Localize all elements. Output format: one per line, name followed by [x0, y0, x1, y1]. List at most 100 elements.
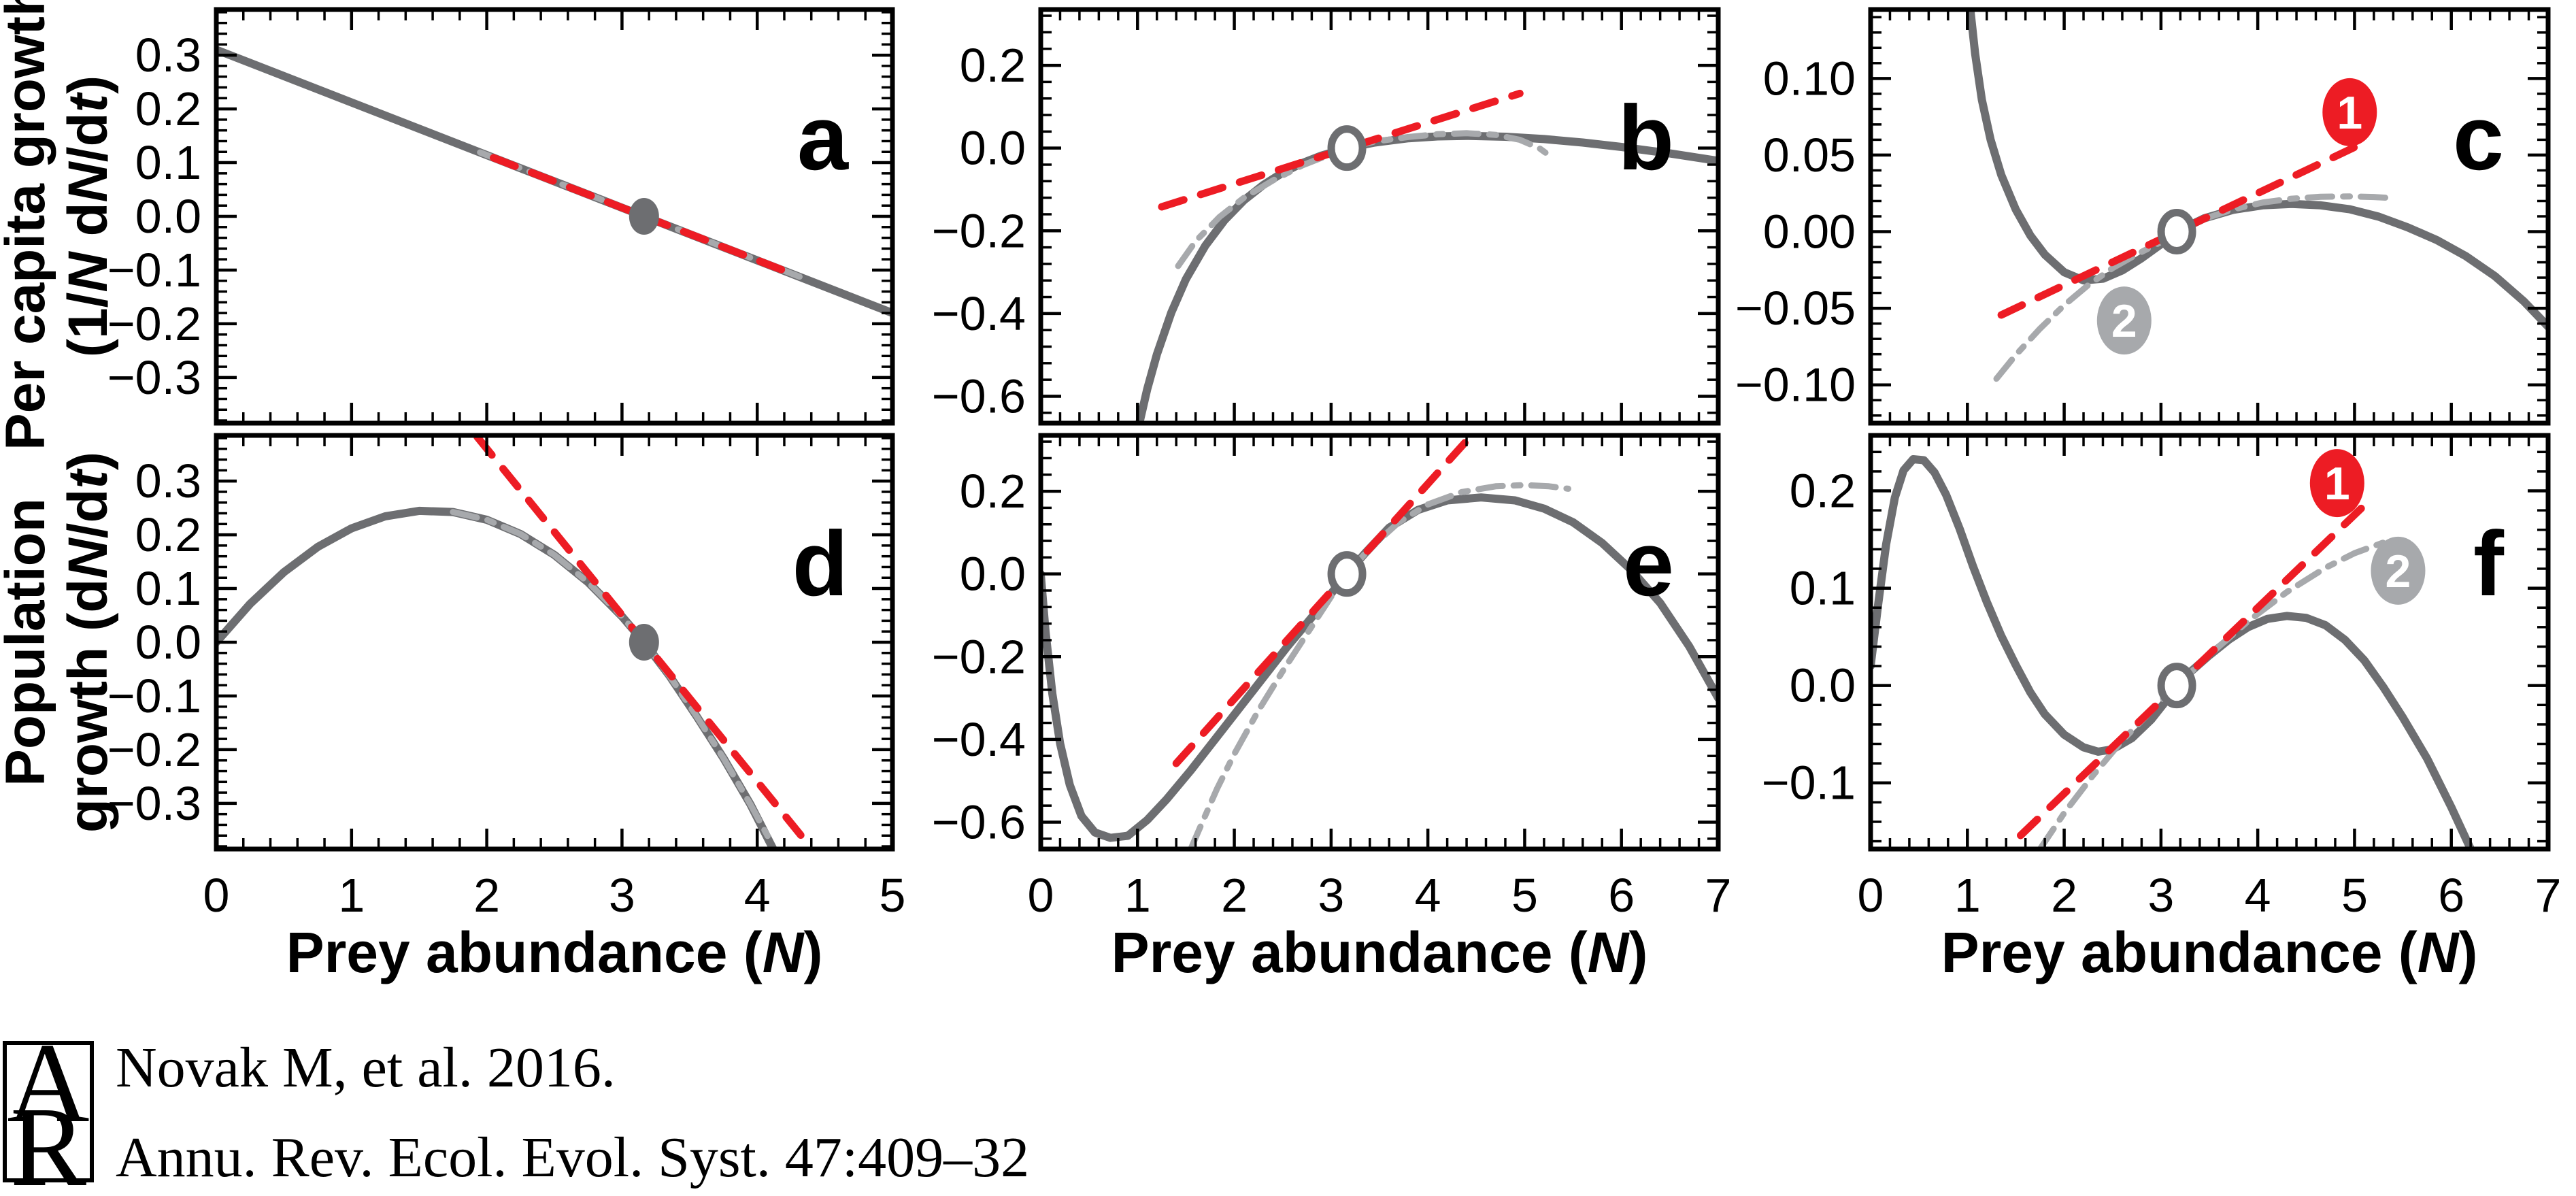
plots-canvas: 0.30.20.10.0−0.1−0.2−0.3a0.20.0−0.2−0.4−…	[107, 7, 2562, 922]
panel-letter-b: b	[1618, 86, 1674, 189]
x-tick-label: 1	[1954, 869, 1981, 922]
equilibrium-point-open	[1327, 551, 1367, 597]
y-tick-label: 0.10	[1763, 52, 1856, 105]
x-tick-label: 4	[2245, 869, 2271, 922]
x-axis-title-col1: Prey abundance (N)	[216, 920, 892, 986]
x-axis-title-col2: Prey abundance (N)	[1041, 920, 1718, 986]
x-tick-label: 7	[2535, 869, 2562, 922]
label-part: Prey abundance (	[1941, 920, 2418, 984]
panel-d: 0 1 2 3 4 5 0.30.20.10.0−0.1−0.2−0.3 d	[107, 433, 906, 922]
equilibrium-point-filled	[629, 198, 659, 235]
plot-frame	[1038, 7, 1721, 426]
y-tick-label: 0.0	[1790, 659, 1856, 712]
quadratic-approx-curve	[450, 509, 774, 845]
y-tick-label: 0.0	[960, 122, 1026, 175]
y-axis-label-line1: Population	[0, 498, 57, 786]
y-tick-label: 0.3	[135, 454, 201, 508]
y-tick-label: −0.2	[932, 630, 1026, 683]
panel-curves	[216, 435, 813, 849]
y-tick-label: −0.3	[107, 351, 201, 404]
y-tick-label: 0.1	[1790, 562, 1856, 615]
y-tick-label: 0.3	[135, 29, 201, 82]
label-part-italic-N: N	[1587, 920, 1629, 984]
x-tick-label: 6	[2438, 869, 2464, 922]
y-tick-label: −0.4	[932, 713, 1026, 766]
label-part-italic-t: t	[57, 94, 119, 113]
x-tick-label: 2	[2051, 869, 2077, 922]
x-tick-label: 0	[203, 869, 230, 922]
x-tick-label: 5	[1511, 869, 1538, 922]
x-tick-label: 5	[2341, 869, 2368, 922]
label-part: /d	[57, 112, 119, 163]
label-part-italic-t: t	[57, 470, 119, 489]
plot-frame	[1038, 433, 1721, 852]
label-part: d	[57, 202, 119, 252]
y-axis-label-line1: Per capita growth	[0, 0, 57, 451]
panel-curves	[1871, 455, 2475, 849]
y-tick-label: 0.00	[1763, 205, 1856, 259]
badge-1-number: 1	[2337, 87, 2362, 139]
panel-letter-c: c	[2453, 86, 2504, 189]
panel-curves	[1966, 10, 2548, 382]
linear-tangent-line	[2017, 492, 2378, 840]
plot-frame	[1868, 7, 2551, 426]
panel-f: 0 1 2 3 4 5 6 70.20.10.0−0.112 f	[1762, 433, 2562, 922]
y-tick-label: −0.4	[932, 287, 1026, 340]
x-tick-label: 3	[609, 869, 635, 922]
y-tick-label: 0.2	[1790, 465, 1856, 518]
x-tick-label: 2	[1221, 869, 1248, 922]
y-tick-label: 0.1	[135, 562, 201, 615]
panel-curves	[216, 46, 892, 318]
main-growth-curve	[216, 506, 777, 849]
logo-letter-a: A	[7, 1020, 90, 1146]
x-tick-label: 3	[2147, 869, 2174, 922]
label-part: Prey abundance (	[1111, 920, 1588, 984]
panel-letter-a: a	[797, 86, 849, 189]
label-part: Prey abundance (	[286, 920, 763, 984]
y-tick-label: 0.05	[1763, 129, 1856, 182]
y-tick-label: 0.0	[135, 616, 201, 669]
quadratic-approx-curve	[2037, 539, 2387, 849]
y-axis-label-population: Population growth (dN/dt)	[0, 452, 120, 833]
badge-1-circle	[2322, 78, 2377, 146]
y-tick-label: −0.2	[107, 297, 201, 350]
x-tick-label: 7	[1705, 869, 1732, 922]
y-axis-label-line2: (1/N dN/dt)	[57, 0, 120, 450]
panel-letter-d: d	[792, 512, 848, 615]
y-tick-label: 0.1	[135, 136, 201, 189]
label-part: )	[803, 920, 823, 984]
panel-b: 0.2 0.0 −0.2 −0.4 −0.6 b	[932, 7, 1721, 426]
y-tick-label: −0.10	[1735, 359, 1856, 412]
label-part: )	[57, 451, 119, 471]
label-part-italic-N: N	[57, 252, 119, 293]
badge-2-circle	[2371, 536, 2426, 605]
y-tick-label: −0.2	[107, 723, 201, 776]
panel-a: 0.30.20.10.0−0.1−0.2−0.3 a	[107, 7, 895, 426]
y-tick-label: −0.6	[932, 795, 1026, 848]
y-tick-label: −0.1	[107, 669, 201, 722]
badge-2-number: 2	[2111, 295, 2137, 347]
x-tick-label: 5	[880, 869, 906, 922]
equilibrium-point-filled	[629, 624, 659, 661]
badge-1-circle	[2309, 449, 2364, 518]
panel-letter-e: e	[1623, 512, 1674, 615]
badge-1-number: 1	[2324, 458, 2350, 510]
main-growth-curve	[1041, 493, 1718, 842]
y-tick-label: 0.0	[135, 190, 201, 243]
x-tick-label: 0	[1858, 869, 1884, 922]
y-tick-label: 0.2	[960, 39, 1026, 92]
plot-frame	[214, 433, 895, 852]
label-part: growth (d	[57, 578, 119, 833]
y-axis-label-per-capita: Per capita growth (1/N dN/dt)	[0, 0, 120, 450]
x-tick-label: 4	[744, 869, 771, 922]
label-part: (1/	[57, 292, 119, 358]
main-growth-curve	[1871, 455, 2475, 849]
label-part-italic-N: N	[2417, 920, 2459, 984]
badge-2-circle	[2096, 286, 2152, 355]
label-part: )	[2458, 920, 2478, 984]
y-tick-label: 0.2	[135, 82, 201, 135]
label-part-italic-N: N	[57, 538, 119, 579]
plot-frame	[214, 7, 895, 426]
y-tick-label: −0.2	[932, 204, 1026, 257]
label-part-italic-N: N	[57, 162, 119, 203]
